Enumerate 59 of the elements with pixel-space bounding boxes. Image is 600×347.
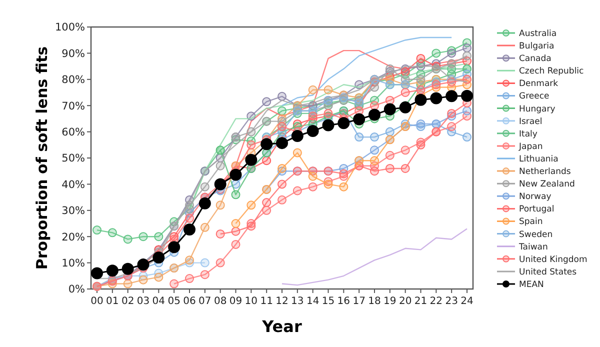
x-tick-label: 09 bbox=[229, 296, 242, 307]
legend-label: Greece bbox=[519, 92, 550, 102]
x-tick-label: 00 bbox=[90, 296, 104, 307]
y-tick-label: 70% bbox=[62, 100, 86, 112]
x-tick-label: 06 bbox=[183, 296, 196, 307]
legend-label: United States bbox=[519, 267, 578, 278]
y-tick-label: 60% bbox=[62, 126, 86, 138]
legend-label: Israel bbox=[519, 116, 542, 127]
x-tick-label: 03 bbox=[136, 296, 150, 307]
legend-label: Canada bbox=[519, 54, 552, 64]
x-tick-label: 15 bbox=[322, 296, 335, 307]
legend-label: United Kingdom bbox=[519, 254, 588, 265]
x-axis-title: Year bbox=[261, 317, 302, 336]
legend-label: Japan bbox=[518, 142, 543, 152]
x-tick-label: 11 bbox=[260, 296, 273, 307]
x-tick-label: 12 bbox=[276, 296, 288, 307]
x-tick-label: 23 bbox=[445, 296, 458, 307]
y-tick-label: 30% bbox=[62, 205, 86, 218]
x-tick-label: 04 bbox=[152, 296, 166, 307]
legend-label: Netherlands bbox=[519, 167, 572, 178]
x-tick-label: 10 bbox=[244, 296, 258, 307]
x-tick-label: 01 bbox=[106, 296, 119, 307]
x-tick-label: 13 bbox=[291, 296, 304, 307]
legend-label: Sweden bbox=[519, 230, 553, 240]
x-tick-label: 22 bbox=[430, 296, 443, 307]
legend-label: Bulgaria bbox=[519, 42, 554, 52]
legend-label: Lithuania bbox=[519, 154, 558, 164]
y-tick-label: 90% bbox=[62, 48, 86, 60]
x-tick-label: 08 bbox=[214, 296, 227, 307]
y-tick-label: 40% bbox=[62, 178, 86, 191]
legend-label: MEAN bbox=[519, 280, 544, 290]
x-tick-label: 07 bbox=[198, 296, 212, 307]
legend-label: Portugal bbox=[519, 204, 554, 215]
legend-label: Australia bbox=[519, 28, 557, 39]
y-tick-label: 100% bbox=[54, 22, 86, 34]
x-tick-label: 17 bbox=[352, 296, 366, 307]
legend-label: Taiwan bbox=[518, 242, 548, 252]
x-tick-label: 16 bbox=[337, 296, 350, 307]
y-tick-label: 80% bbox=[62, 74, 86, 86]
x-tick-label: 24 bbox=[460, 296, 474, 307]
legend-label: Denmark bbox=[519, 79, 558, 90]
legend-label: Hungary bbox=[519, 104, 556, 114]
legend-label: Norway bbox=[519, 192, 552, 202]
x-tick-label: 20 bbox=[398, 296, 412, 307]
legend-label: Italy bbox=[519, 129, 538, 140]
y-tick-label: 0% bbox=[68, 284, 86, 296]
legend-label: Spain bbox=[519, 217, 543, 228]
y-tick-label: 20% bbox=[62, 231, 86, 244]
y-tick-label: 50% bbox=[62, 152, 86, 165]
x-tick-label: 21 bbox=[414, 296, 428, 307]
y-axis-title: Proportion of soft lens fits bbox=[33, 46, 51, 270]
x-tick-label: 05 bbox=[168, 296, 180, 307]
x-tick-label: 19 bbox=[384, 296, 396, 307]
x-tick-label: 14 bbox=[306, 296, 320, 307]
x-tick-label: 02 bbox=[121, 296, 134, 307]
legend-label: New Zealand bbox=[519, 180, 575, 190]
y-tick-label: 10% bbox=[62, 257, 86, 270]
legend-label: Czech Republic bbox=[519, 66, 584, 77]
x-tick-label: 18 bbox=[368, 296, 381, 307]
